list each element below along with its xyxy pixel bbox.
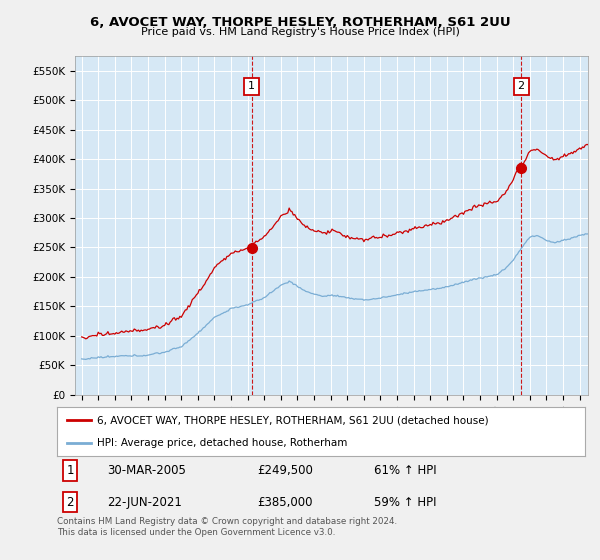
- Text: £385,000: £385,000: [257, 496, 313, 509]
- Text: 59% ↑ HPI: 59% ↑ HPI: [374, 496, 436, 509]
- Text: 2: 2: [67, 496, 74, 509]
- Text: 6, AVOCET WAY, THORPE HESLEY, ROTHERHAM, S61 2UU: 6, AVOCET WAY, THORPE HESLEY, ROTHERHAM,…: [89, 16, 511, 29]
- Text: 1: 1: [248, 82, 256, 91]
- Text: 61% ↑ HPI: 61% ↑ HPI: [374, 464, 436, 477]
- Text: 6, AVOCET WAY, THORPE HESLEY, ROTHERHAM, S61 2UU (detached house): 6, AVOCET WAY, THORPE HESLEY, ROTHERHAM,…: [97, 416, 488, 426]
- Text: HPI: Average price, detached house, Rotherham: HPI: Average price, detached house, Roth…: [97, 438, 347, 448]
- Text: 1: 1: [67, 464, 74, 477]
- Text: Contains HM Land Registry data © Crown copyright and database right 2024.
This d: Contains HM Land Registry data © Crown c…: [57, 517, 397, 537]
- Text: Price paid vs. HM Land Registry's House Price Index (HPI): Price paid vs. HM Land Registry's House …: [140, 27, 460, 37]
- Text: 22-JUN-2021: 22-JUN-2021: [107, 496, 182, 509]
- Text: 2: 2: [518, 82, 524, 91]
- Text: £249,500: £249,500: [257, 464, 314, 477]
- Text: 30-MAR-2005: 30-MAR-2005: [107, 464, 186, 477]
